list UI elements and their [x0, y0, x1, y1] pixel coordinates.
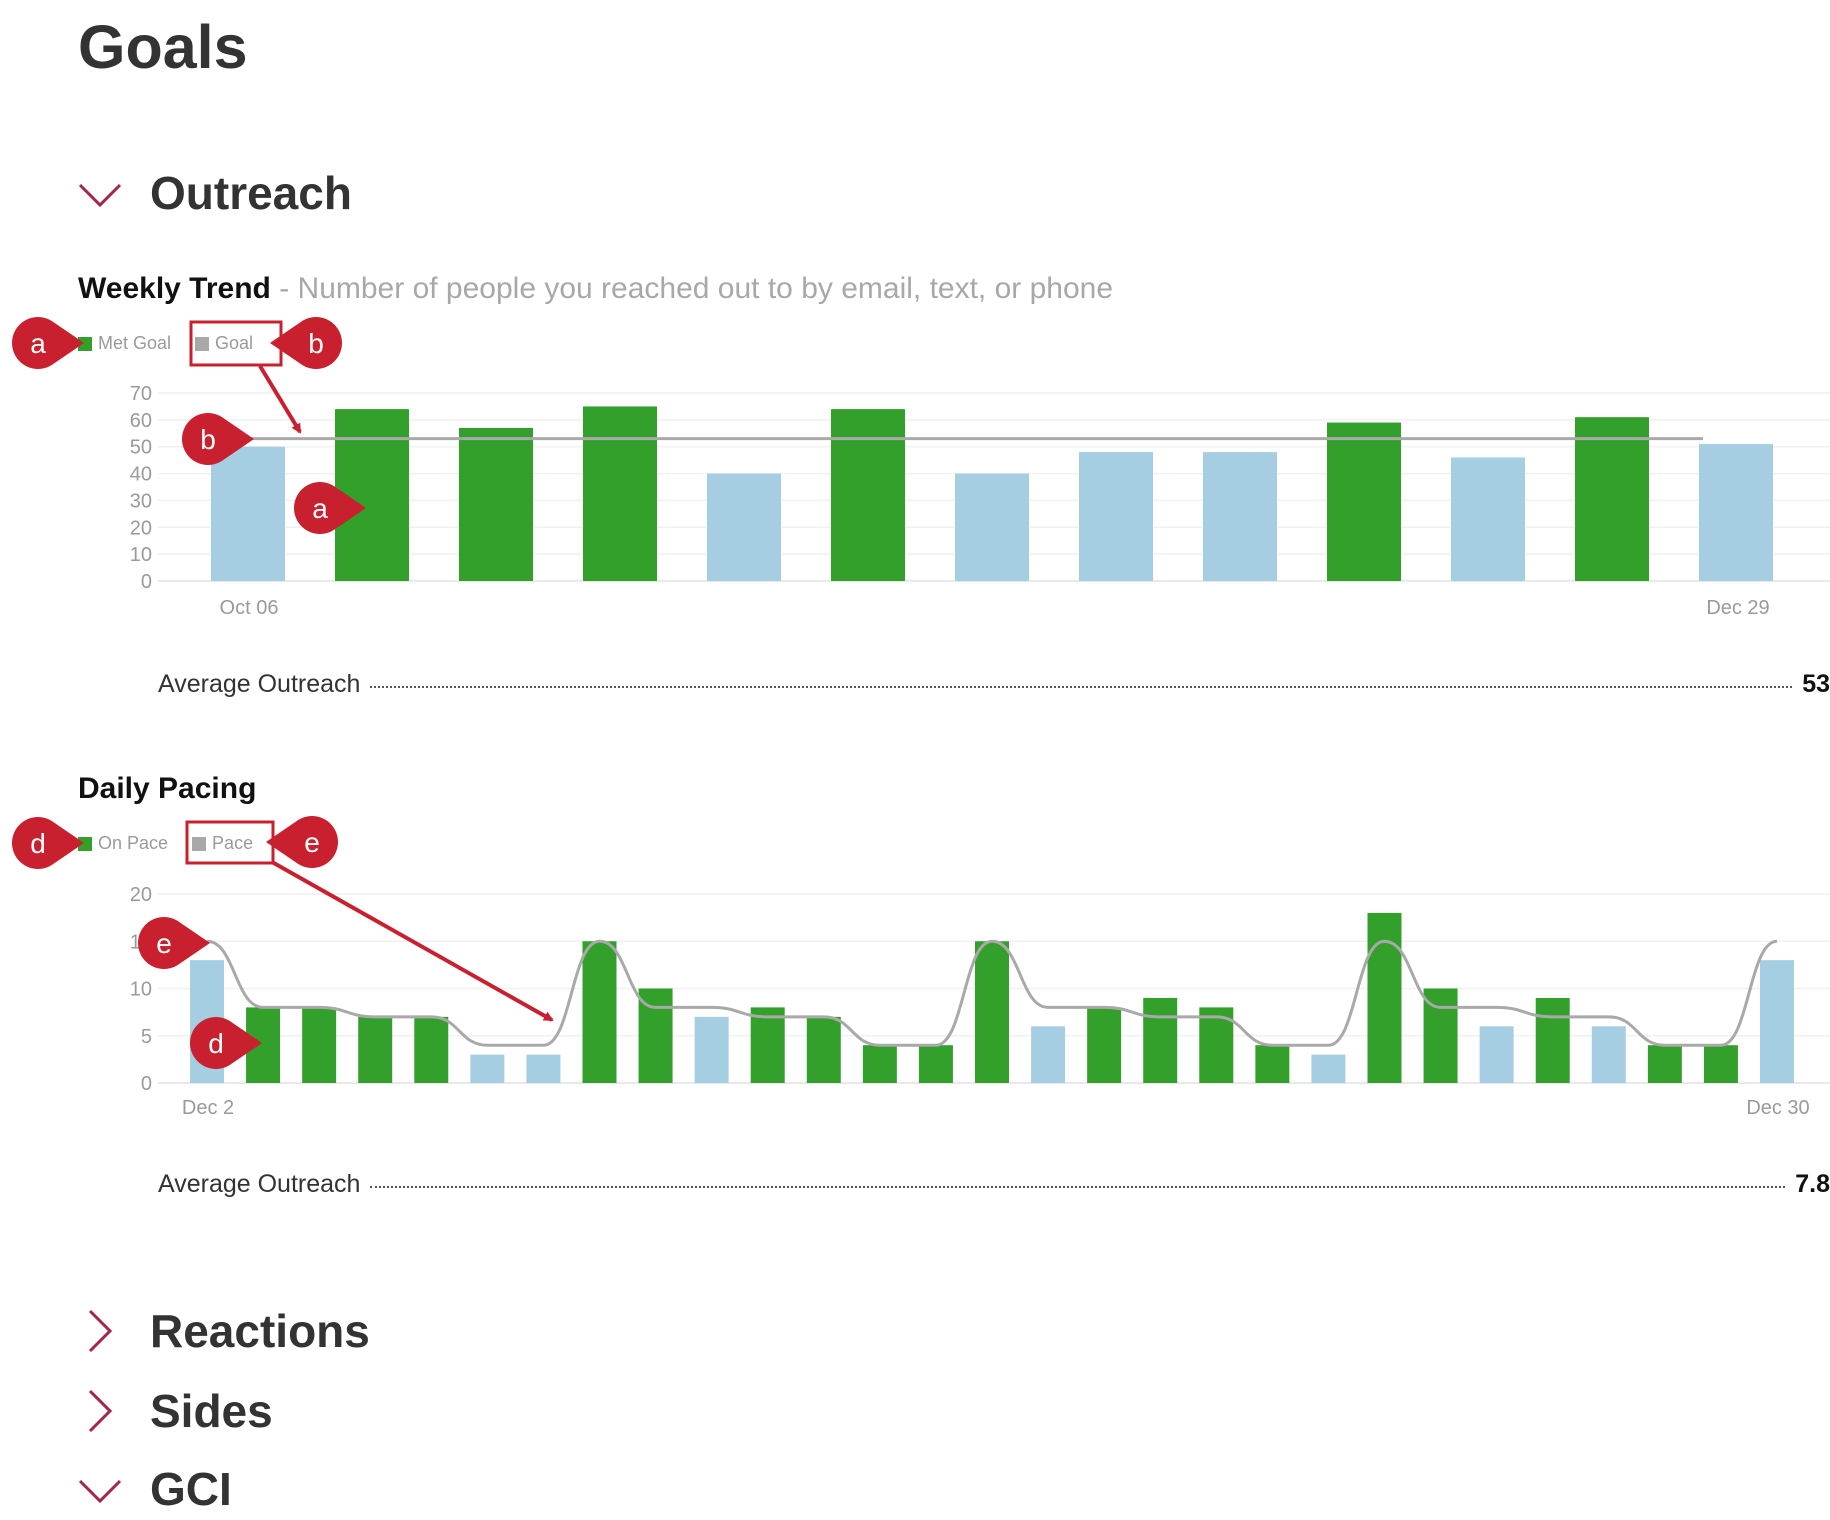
bar [302, 1007, 337, 1083]
bar [918, 1045, 953, 1083]
bar [1031, 1026, 1066, 1083]
weekly-average-value: 53 [1802, 670, 1830, 698]
bar [1591, 1026, 1626, 1083]
y-tick-label: 50 [130, 437, 152, 459]
bar [1479, 1026, 1514, 1083]
dotted-leader [370, 685, 1793, 688]
bar [707, 473, 781, 581]
y-tick-label: 0 [141, 571, 152, 593]
bar [1760, 960, 1794, 1083]
y-tick-label: 0 [141, 1073, 152, 1095]
legend-label-met-goal: Met Goal [98, 333, 172, 353]
bar [526, 1054, 561, 1083]
page-title: Goals [78, 13, 248, 81]
x-tick-label: Dec 29 [1706, 597, 1769, 619]
y-tick-label: 20 [130, 884, 152, 906]
y-tick-label: 15 [130, 931, 152, 953]
bar [1575, 417, 1649, 581]
section-toggle-outreach[interactable]: Outreach [78, 162, 352, 224]
chevron-down-icon [78, 183, 122, 208]
weekly-average-row: Average Outreach 53 [158, 670, 1830, 699]
bar [1451, 457, 1525, 581]
y-tick-label: 10 [130, 979, 152, 1001]
weekly-average-label: Average Outreach [158, 670, 361, 698]
y-tick-label: 30 [130, 490, 152, 512]
daily-pacing-title: Daily Pacing [78, 772, 257, 805]
bar [1647, 1045, 1682, 1083]
section-toggle-gci[interactable]: GCI [78, 1458, 232, 1520]
chevron-right-icon [88, 1389, 113, 1433]
bar [955, 473, 1029, 581]
bar [1143, 997, 1178, 1083]
weekly-trend-subtitle: - Number of people you reached out to by… [270, 272, 1114, 305]
y-tick-label: 40 [130, 464, 152, 486]
bar [806, 1016, 841, 1083]
bar [1203, 452, 1277, 581]
bar [246, 1007, 281, 1083]
bar [1311, 1054, 1346, 1083]
bar [1255, 1045, 1290, 1083]
bar [1079, 452, 1153, 581]
x-tick-label: Dec 2 [182, 1097, 234, 1119]
legend-label-on-pace: On Pace [98, 833, 169, 853]
bar [459, 427, 533, 581]
bar [862, 1045, 897, 1083]
chevron-right-icon [88, 1309, 113, 1353]
dotted-leader [370, 1185, 1786, 1188]
bar [582, 941, 617, 1083]
weekly-trend-heading: Weekly Trend - Number of people you reac… [78, 272, 1113, 306]
daily-average-row: Average Outreach 7.8 [158, 1170, 1830, 1199]
daily-pacing-chart: 0 5 10 15 20 Dec 2 Dec 30 [130, 884, 1830, 1119]
x-tick-label: Oct 06 [220, 597, 279, 619]
y-tick-label: 20 [130, 517, 152, 539]
x-tick-label: Dec 30 [1746, 1097, 1809, 1119]
chevron-down-icon [78, 1479, 122, 1504]
bar [211, 446, 285, 581]
bar [975, 941, 1009, 1083]
bar [190, 960, 224, 1083]
bar [1703, 1045, 1738, 1083]
y-tick-label: 5 [141, 1026, 152, 1048]
section-title-sides: Sides [150, 1385, 273, 1437]
bar [1535, 997, 1570, 1083]
bar [694, 1016, 729, 1083]
y-tick-label: 10 [130, 544, 152, 566]
bar [1699, 444, 1773, 581]
bar [414, 1016, 449, 1083]
section-toggle-sides[interactable]: Sides [78, 1380, 273, 1442]
section-title-gci: GCI [150, 1463, 232, 1515]
bar [583, 406, 657, 581]
bar [1087, 1007, 1122, 1083]
bar [1327, 422, 1401, 581]
daily-average-value: 7.8 [1795, 1170, 1830, 1198]
section-title-outreach: Outreach [150, 167, 352, 219]
bar [470, 1054, 505, 1083]
section-toggle-reactions[interactable]: Reactions [78, 1300, 370, 1362]
y-tick-label: 60 [130, 410, 152, 432]
bar [358, 1016, 393, 1083]
pace-line [206, 939, 1778, 1047]
bar [750, 1007, 785, 1083]
section-title-reactions: Reactions [150, 1305, 370, 1357]
weekly-trend-title: Weekly Trend [78, 272, 271, 305]
weekly-trend-chart: 0 10 20 30 40 50 60 70 Oct 06 Dec 29 [130, 383, 1830, 619]
daily-average-label: Average Outreach [158, 1170, 361, 1198]
bar [1367, 912, 1402, 1083]
y-tick-label: 70 [130, 383, 152, 405]
